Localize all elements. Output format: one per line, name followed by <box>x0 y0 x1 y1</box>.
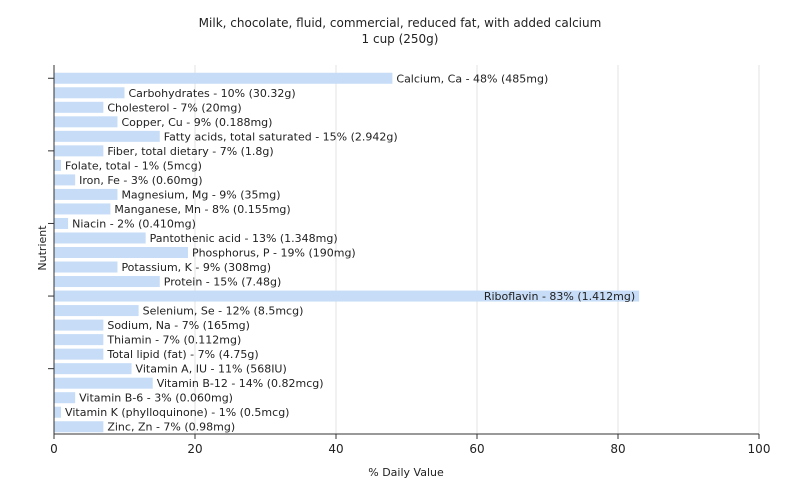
bar <box>54 377 153 389</box>
bar <box>54 130 160 142</box>
bar <box>54 421 104 433</box>
x-tick-label: 100 <box>748 442 771 456</box>
bar <box>54 188 118 200</box>
bar-label: Thiamin - 7% (0.112mg) <box>106 334 241 347</box>
bar-label: Carbohydrates - 10% (30.32g) <box>129 87 296 100</box>
x-tick-label: 0 <box>50 442 58 456</box>
x-tick-label: 20 <box>187 442 202 456</box>
bar <box>54 348 104 360</box>
chart-subtitle: 1 cup (250g) <box>361 32 439 46</box>
data-labels: Calcium, Ca - 48% (485mg) Carbohydrates -… <box>65 72 635 433</box>
x-tick-label: 80 <box>610 442 625 456</box>
bar <box>54 334 104 346</box>
bar <box>54 290 640 302</box>
bar <box>54 247 188 258</box>
bar-label: Folate, total - 1% (5mcg) <box>65 159 202 172</box>
bar <box>54 217 69 229</box>
bar-label: Calcium, Ca - 48% (485mg) <box>396 72 548 85</box>
bar-label: Fiber, total dietary - 7% (1.8g) <box>107 145 273 158</box>
bar <box>54 116 118 128</box>
y-axis-label: Nutrient <box>36 225 49 271</box>
bar-label: Zinc, Zn - 7% (0.98mg) <box>107 421 235 434</box>
bar-label: Selenium, Se - 12% (8.5mcg) <box>143 305 304 318</box>
chart-title: Milk, chocolate, fluid, commercial, redu… <box>198 16 602 30</box>
bar-label: Iron, Fe - 3% (0.60mg) <box>79 174 202 187</box>
bar-label: Copper, Cu - 9% (0.188mg) <box>121 116 272 129</box>
bar-label: Vitamin B-6 - 3% (0.060mg) <box>79 392 233 405</box>
bar-label: Pantothenic acid - 13% (1.348mg) <box>150 232 338 245</box>
bar <box>54 305 139 317</box>
bar-label: Phosphorus, P - 19% (190mg) <box>192 247 356 260</box>
bar <box>54 159 62 171</box>
bar <box>54 392 76 404</box>
bar-label: Niacin - 2% (0.410mg) <box>72 217 196 230</box>
bar-label: Fatty acids, total saturated - 15% (2.94… <box>164 130 398 143</box>
x-tick-label: 40 <box>328 442 343 456</box>
bar <box>54 276 160 288</box>
bar <box>54 406 62 418</box>
x-tick-label: 60 <box>469 442 484 456</box>
bar <box>54 232 146 244</box>
bar <box>54 174 76 186</box>
bar <box>54 101 104 113</box>
bar-label: Magnesium, Mg - 9% (35mg) <box>121 188 280 201</box>
bar <box>54 87 125 99</box>
bar-label: Protein - 15% (7.48g) <box>164 276 282 289</box>
bar-label: Cholesterol - 7% (20mg) <box>107 101 241 114</box>
bar-label: Riboflavin - 83% (1.412mg) <box>484 290 635 303</box>
bar-label: Total lipid (fat) - 7% (4.75g) <box>106 348 258 361</box>
bar <box>54 319 104 331</box>
bar-label: Vitamin A, IU - 11% (568IU) <box>136 363 287 376</box>
axes: 0 20 40 60 80 100 <box>48 65 770 456</box>
bar-label: Vitamin B-12 - 14% (0.82mcg) <box>157 377 324 390</box>
bar <box>54 363 132 375</box>
bar-label: Manganese, Mn - 8% (0.155mg) <box>114 203 290 216</box>
bar <box>54 72 393 84</box>
bar <box>54 261 118 273</box>
grid-lines <box>194 65 760 434</box>
bars <box>54 72 640 433</box>
x-axis-label: % Daily Value <box>368 466 444 479</box>
bar <box>54 145 104 157</box>
bar-label: Vitamin K (phylloquinone) - 1% (0.5mcg) <box>65 406 289 419</box>
bar-label: Sodium, Na - 7% (165mg) <box>107 319 250 332</box>
bar-label: Potassium, K - 9% (308mg) <box>121 261 271 274</box>
bar <box>54 203 111 215</box>
